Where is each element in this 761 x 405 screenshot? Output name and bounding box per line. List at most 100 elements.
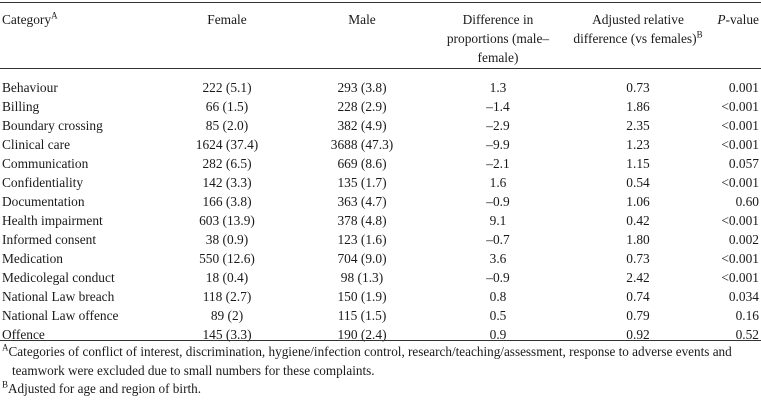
cell-category: Billing [2, 99, 40, 114]
cell-category: Confidentiality [2, 175, 84, 190]
cell-adjusted: 0.92 [626, 327, 650, 342]
cell-female: 142 (3.3) [202, 175, 252, 190]
cell-category: Clinical care [2, 137, 71, 152]
header-female: Female [207, 12, 247, 27]
cell-category: National Law breach [2, 289, 115, 304]
header-row: CategoryA Female Male Difference in prop… [0, 10, 761, 72]
cell-difference: 0.5 [489, 308, 507, 323]
cell-pvalue: 0.16 [735, 308, 759, 323]
cell-pvalue: 0.002 [728, 232, 759, 247]
cell-adjusted: 1.86 [626, 99, 650, 114]
cell-pvalue: <0.001 [721, 251, 759, 266]
table-body: Behaviour 222 (5.1) 293 (3.8) 1.3 0.73 0.001 B… [0, 72, 761, 344]
cell-pvalue: <0.001 [721, 118, 759, 133]
cell-adjusted: 2.35 [626, 118, 650, 133]
header-category: CategoryA [2, 10, 58, 27]
cell-difference: –2.9 [486, 118, 510, 133]
cell-category: National Law offence [2, 308, 119, 323]
cell-pvalue: <0.001 [721, 137, 759, 152]
cell-difference: 1.6 [489, 175, 507, 190]
cell-male: 135 (1.7) [337, 175, 387, 190]
cell-female: 89 (2) [210, 308, 244, 323]
cell-category: Behaviour [2, 80, 58, 95]
top-rule [0, 2, 761, 3]
cell-category: Offence [2, 327, 45, 342]
cell-male: 190 (2.4) [337, 327, 387, 342]
cell-pvalue: <0.001 [721, 270, 759, 285]
cell-male: 123 (1.6) [337, 232, 387, 247]
cell-adjusted: 0.54 [626, 175, 650, 190]
cell-pvalue: <0.001 [721, 99, 759, 114]
cell-adjusted: 0.42 [626, 213, 650, 228]
cell-female: 222 (5.1) [202, 80, 252, 95]
cell-difference: 3.6 [489, 251, 507, 266]
footnotes: ACategories of conflict of interest, dis… [2, 343, 759, 399]
cell-category: Boundary crossing [2, 118, 103, 133]
cell-male: 150 (1.9) [337, 289, 387, 304]
cell-pvalue: 0.057 [728, 156, 759, 171]
cell-female: 1624 (37.4) [195, 137, 259, 152]
cell-difference: 0.9 [489, 327, 507, 342]
cell-category: Documentation [2, 194, 85, 209]
table-row: Communication 282 (6.5) 669 (8.6) –2.1 1.15 0… [0, 154, 761, 173]
header-male: Male [348, 12, 376, 27]
table-row: Documentation 166 (3.8) 363 (4.7) –0.9 1.06 0… [0, 192, 761, 211]
cell-adjusted: 1.80 [626, 232, 650, 247]
cell-male: 228 (2.9) [337, 99, 387, 114]
cell-male: 3688 (47.3) [330, 137, 394, 152]
table-row: Informed consent 38 (0.9) 123 (1.6) –0.7 1.8… [0, 230, 761, 249]
cell-pvalue: 0.001 [728, 80, 759, 95]
table-row: Boundary crossing 85 (2.0) 382 (4.9) –2.9 2.… [0, 116, 761, 135]
table-row: Billing 66 (1.5) 228 (2.9) –1.4 1.86 <0.001 [0, 97, 761, 116]
table-row: National Law offence 89 (2) 115 (1.5) 0.5 0.… [0, 306, 761, 325]
cell-pvalue: 0.60 [735, 194, 759, 209]
footnote-b: BAdjusted for age and region of birth. [2, 379, 202, 396]
cell-adjusted: 0.79 [626, 308, 650, 323]
cell-difference: –0.9 [486, 194, 510, 209]
table-row: Health impairment 603 (13.9) 378 (4.8) 9.1 0… [0, 211, 761, 230]
cell-male: 669 (8.6) [337, 156, 387, 171]
cell-difference: –1.4 [486, 99, 510, 114]
cell-female: 603 (13.9) [199, 213, 255, 228]
cell-adjusted: 1.23 [626, 137, 650, 152]
cell-male: 98 (1.3) [340, 270, 384, 285]
cell-pvalue: 0.52 [735, 327, 759, 342]
table-row: Behaviour 222 (5.1) 293 (3.8) 1.3 0.73 0.001 [0, 78, 761, 97]
cell-female: 38 (0.9) [205, 232, 249, 247]
cell-adjusted: 0.74 [626, 289, 650, 304]
cell-pvalue: <0.001 [721, 213, 759, 228]
cell-female: 166 (3.8) [202, 194, 252, 209]
cell-female: 145 (3.3) [202, 327, 252, 342]
cell-pvalue: 0.034 [728, 289, 759, 304]
footnote-marker-b: B [696, 29, 703, 40]
table-row: Clinical care 1624 (37.4) 3688 (47.3) –9.9 1… [0, 135, 761, 154]
cell-male: 382 (4.9) [337, 118, 387, 133]
cell-adjusted: 1.15 [626, 156, 650, 171]
cell-female: 66 (1.5) [205, 99, 249, 114]
cell-difference: 1.3 [489, 80, 507, 95]
cell-adjusted: 0.73 [626, 80, 650, 95]
cell-male: 378 (4.8) [337, 213, 387, 228]
table-row: National Law breach 118 (2.7) 150 (1.9) 0.8… [0, 287, 761, 306]
cell-category: Informed consent [2, 232, 97, 247]
cell-adjusted: 1.06 [626, 194, 650, 209]
cell-female: 18 (0.4) [205, 270, 249, 285]
table-row: Confidentiality 142 (3.3) 135 (1.7) 1.6 0.54… [0, 173, 761, 192]
cell-difference: –0.9 [486, 270, 510, 285]
cell-difference: 0.8 [489, 289, 507, 304]
cell-male: 704 (9.0) [337, 251, 387, 266]
table-row: Medicolegal conduct 18 (0.4) 98 (1.3) –0.9 2… [0, 268, 761, 287]
cell-difference: 9.1 [489, 213, 507, 228]
cell-category: Medication [2, 251, 63, 266]
cell-adjusted: 0.73 [626, 251, 650, 266]
cell-difference: –0.7 [486, 232, 510, 247]
cell-pvalue: <0.001 [721, 175, 759, 190]
footnote-marker-a: A [51, 10, 58, 21]
header-adjusted: Adjusted relative difference (vs females… [573, 12, 703, 46]
cell-difference: –2.1 [486, 156, 510, 171]
cell-female: 282 (6.5) [202, 156, 252, 171]
cell-female: 550 (12.6) [199, 251, 255, 266]
header-pvalue: P-value [717, 12, 759, 27]
cell-male: 115 (1.5) [337, 308, 387, 323]
